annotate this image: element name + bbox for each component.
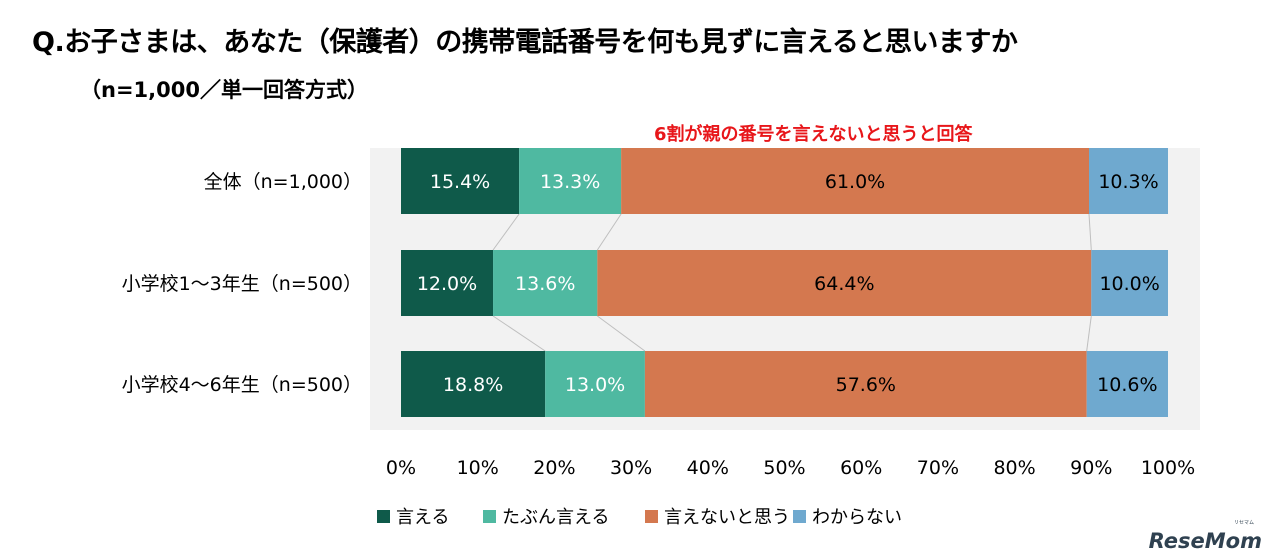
chart-subtitle: （n=1,000／単一回答方式）	[80, 78, 368, 102]
data-label: 10.3%	[1098, 171, 1158, 193]
legend-label: わからない	[812, 507, 902, 528]
legend-label: たぶん言える	[502, 507, 609, 528]
bar-segment	[1091, 250, 1168, 316]
x-tick-label: 60%	[840, 457, 882, 479]
data-label: 12.0%	[417, 273, 477, 295]
category-label: 全体（n=1,000）	[204, 171, 362, 193]
x-tick-label: 80%	[993, 457, 1035, 479]
chart-title: Q.お子さまは、あなた（保護者）の携帯電話番号を何も見ずに言えると思いますか	[32, 27, 1018, 58]
logo-kana: リセマム	[1233, 520, 1254, 526]
data-label: 13.6%	[515, 273, 575, 295]
category-label: 小学校1〜3年生（n=500）	[122, 273, 362, 295]
connector-line	[596, 213, 622, 251]
data-label: 61.0%	[825, 171, 885, 193]
legend-label: 言える	[396, 507, 449, 528]
legend-swatch	[483, 510, 496, 523]
connector-line	[1086, 315, 1092, 352]
bar-segment	[1088, 148, 1168, 214]
connector-line	[492, 213, 520, 251]
bar-segment	[621, 148, 1089, 214]
data-label: 13.0%	[565, 374, 625, 396]
x-tick-label: 100%	[1141, 457, 1195, 479]
x-tick-label: 40%	[687, 457, 729, 479]
data-label: 10.6%	[1097, 374, 1157, 396]
x-tick-label: 50%	[763, 457, 805, 479]
x-tick-label: 10%	[457, 457, 499, 479]
x-tick-label: 20%	[533, 457, 575, 479]
x-tick-label: 70%	[917, 457, 959, 479]
legend-swatch	[793, 510, 806, 523]
bar-segment	[545, 351, 645, 417]
connector-line	[597, 315, 646, 352]
connector-line	[1088, 213, 1092, 251]
resemom-logo: ReseMom	[1148, 529, 1262, 553]
bar-segment	[401, 250, 494, 316]
bar-segment	[401, 351, 546, 417]
data-label: 57.6%	[836, 374, 896, 396]
x-tick-label: 30%	[610, 457, 652, 479]
category-label: 小学校4〜6年生（n=500）	[122, 374, 362, 396]
x-tick-label: 0%	[386, 457, 416, 479]
data-label: 64.4%	[814, 273, 874, 295]
data-label: 18.8%	[443, 374, 503, 396]
legend-swatch	[645, 510, 658, 523]
bar-segment	[1086, 351, 1168, 417]
bar-segment	[493, 250, 598, 316]
x-tick-label: 90%	[1070, 457, 1112, 479]
data-label: 10.0%	[1099, 273, 1159, 295]
data-label: 15.4%	[430, 171, 490, 193]
bar-segment	[644, 351, 1087, 417]
chart-annotation: 6割が親の番号を言えないと思うと回答	[654, 124, 973, 145]
data-label: 13.3%	[540, 171, 600, 193]
legend-swatch	[377, 510, 390, 523]
bar-segment	[401, 148, 520, 214]
connector-line	[492, 315, 546, 352]
bar-segment	[519, 148, 622, 214]
bar-segment	[597, 250, 1092, 316]
legend-label: 言えないと思う	[664, 507, 790, 528]
